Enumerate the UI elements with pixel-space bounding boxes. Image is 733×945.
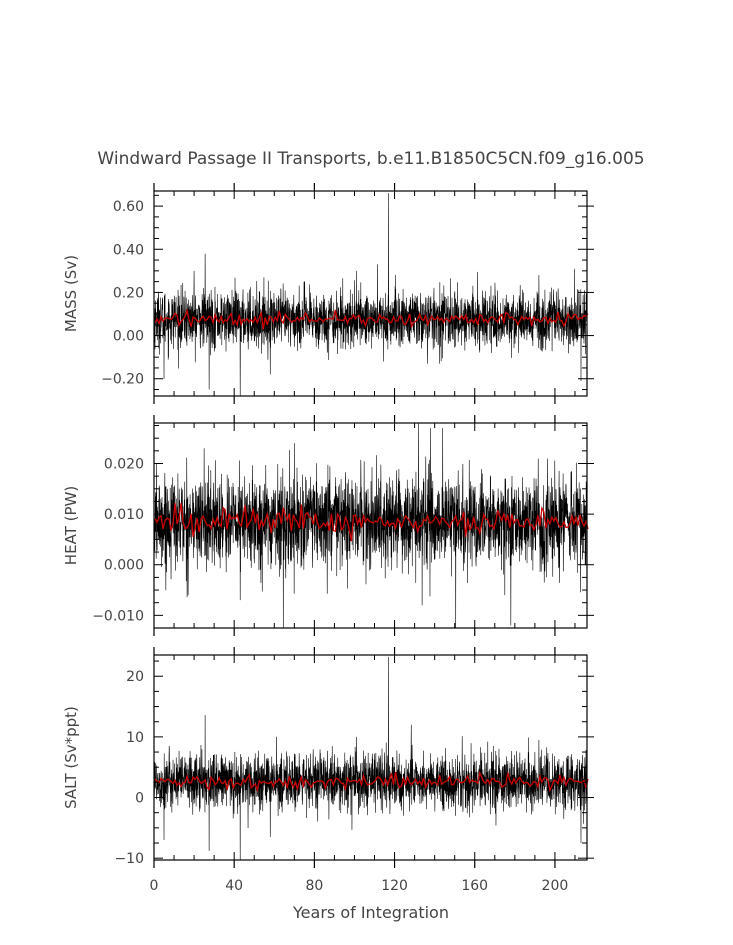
mass-annual-mean-line xyxy=(154,308,589,330)
salt-x-ticks xyxy=(153,647,576,868)
salt-annual-mean-series xyxy=(154,770,589,793)
salt-y-axis-label: SALT (Sv*ppt) xyxy=(62,706,80,809)
heat-annual-mean-series xyxy=(154,503,589,542)
heat-y-tick-label: 0.010 xyxy=(104,507,144,523)
mass-y-axis-label: MASS (Sv) xyxy=(62,255,80,332)
salt-y-tick-label: 10 xyxy=(126,730,144,746)
x-tick-label: 40 xyxy=(225,878,243,894)
heat-y-tick-label: 0.000 xyxy=(104,558,144,574)
x-tick-label: 160 xyxy=(461,878,488,894)
mass-plot-frame xyxy=(153,190,588,397)
heat-y-axis: −0.010 0.000 0.010 0.020 xyxy=(92,425,594,629)
x-tick-label: 80 xyxy=(305,878,323,894)
heat-y-tick-label: −0.010 xyxy=(92,608,144,624)
x-tick-label: 200 xyxy=(542,878,569,894)
mass-panel: −0.20 0.00 0.20 0.40 0.60 MASS (Sv) xyxy=(62,183,594,404)
mass-x-ticks xyxy=(153,183,576,404)
x-axis-label: Years of Integration xyxy=(292,903,449,922)
salt-plot-frame xyxy=(153,654,588,861)
heat-y-tick-label: 0.020 xyxy=(104,456,144,472)
x-tick-label: 120 xyxy=(381,878,408,894)
salt-monthly-series xyxy=(153,656,588,861)
heat-annual-mean-line xyxy=(154,503,589,542)
salt-y-axis: −10 0 10 20 xyxy=(114,660,594,867)
mass-y-tick-label: −0.20 xyxy=(101,372,144,388)
salt-panel: −10 0 10 20 SALT (Sv*ppt) xyxy=(62,647,594,868)
mass-monthly-line xyxy=(153,193,588,397)
mass-annual-mean-series xyxy=(154,308,589,330)
heat-x-ticks xyxy=(153,415,576,636)
salt-annual-mean-line xyxy=(154,770,589,793)
mass-monthly-series xyxy=(153,193,588,397)
heat-monthly-series xyxy=(153,422,588,629)
heat-plot-frame xyxy=(153,422,588,629)
mass-y-tick-label: 0.00 xyxy=(113,329,144,345)
chart-title: Windward Passage II Transports, b.e11.B1… xyxy=(97,149,644,169)
heat-panel: −0.010 0.000 0.010 0.020 HEAT (PW) xyxy=(62,415,594,636)
heat-monthly-line xyxy=(153,422,588,629)
x-axis: 0 40 80 120 160 200 xyxy=(150,878,569,894)
mass-y-tick-label: 0.20 xyxy=(113,285,144,301)
salt-monthly-line xyxy=(153,656,588,861)
heat-y-axis-label: HEAT (PW) xyxy=(62,486,80,565)
mass-y-tick-label: 0.60 xyxy=(113,199,144,215)
mass-y-tick-label: 0.40 xyxy=(113,242,144,258)
x-tick-label: 0 xyxy=(150,878,159,894)
salt-y-tick-label: −10 xyxy=(114,851,144,867)
mass-y-axis: −0.20 0.00 0.20 0.40 0.60 xyxy=(101,194,594,391)
salt-y-tick-label: 0 xyxy=(135,791,144,807)
salt-y-tick-label: 20 xyxy=(126,669,144,685)
